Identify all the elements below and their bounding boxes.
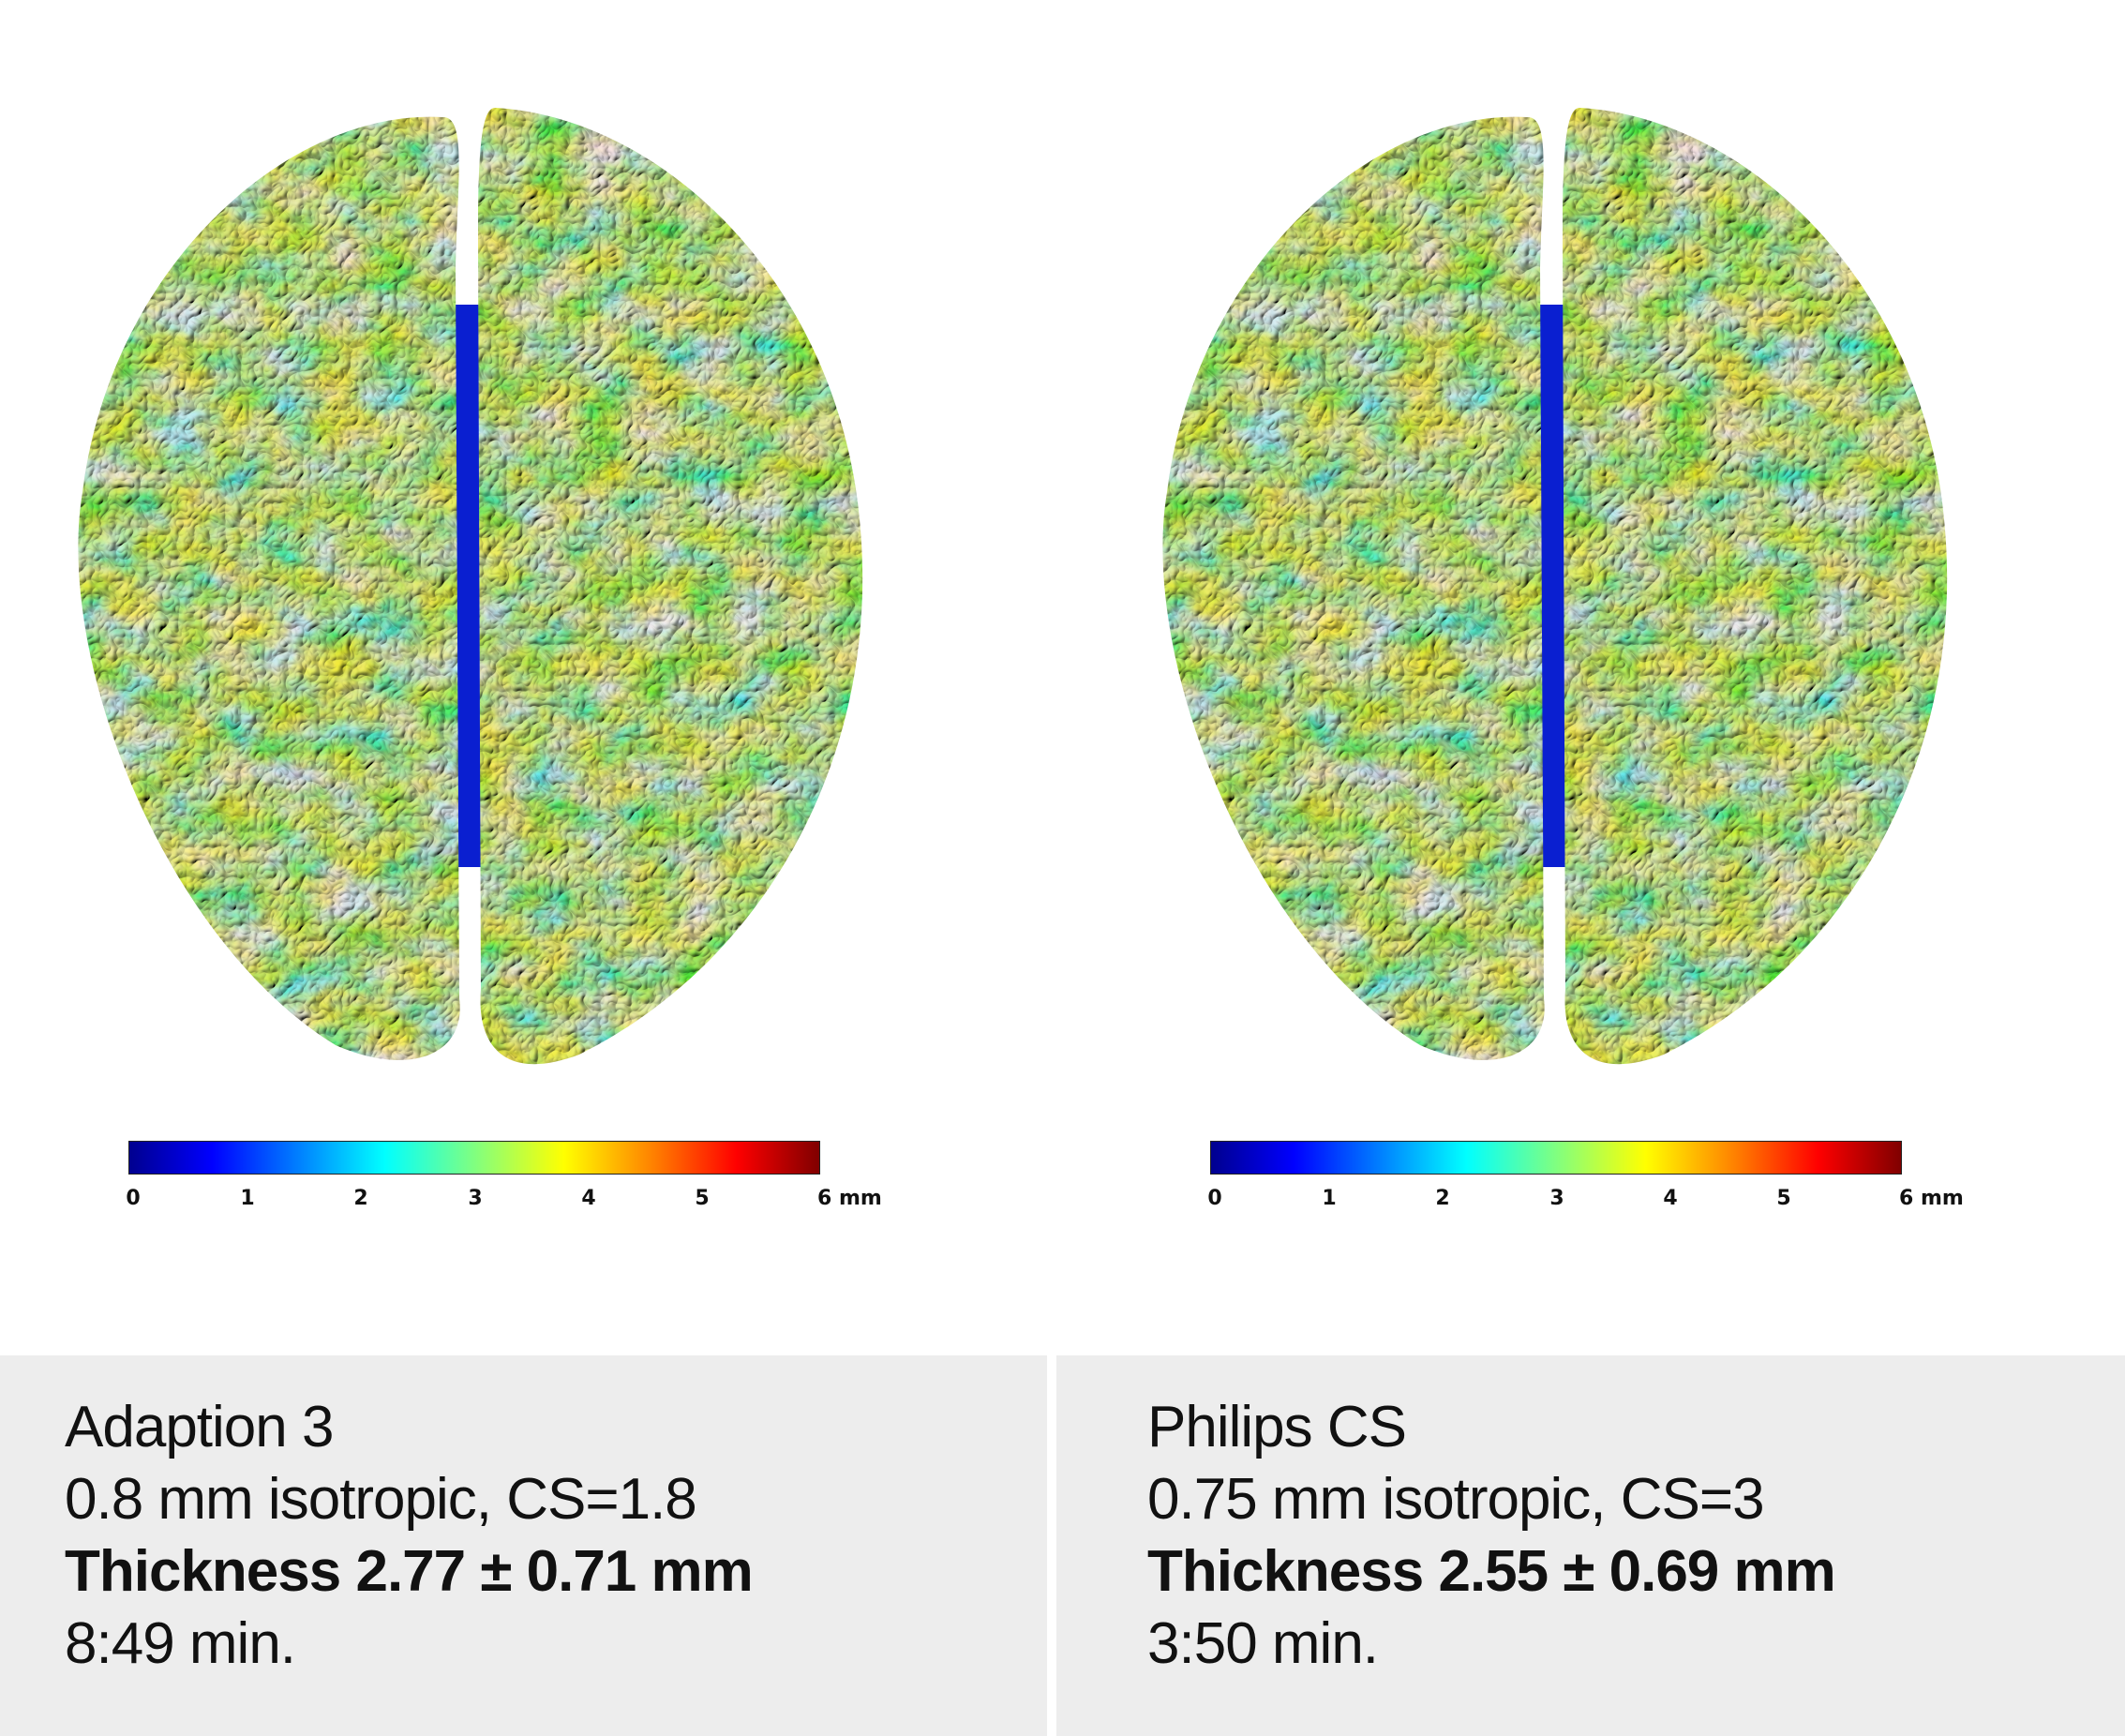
resolution: 0.8 mm isotropic, CS=1.8 [65,1467,697,1532]
brain-surface-right [1162,108,1948,1065]
tick-label: 5 [695,1187,710,1210]
left-hemisphere [78,116,460,1060]
tick-label: 2 [353,1187,368,1210]
colorbar-left [128,1141,820,1175]
tick-label: 4 [1663,1187,1678,1210]
scan-time: 3:50 min. [1147,1611,1379,1676]
tick-label: 5 [1776,1187,1791,1210]
caption-panel-right: Philips CS 0.75 mm isotropic, CS=3 Thick… [1056,1355,2125,1736]
tick-label: 1 [1322,1187,1337,1210]
caption-panel-left: Adaption 3 0.8 mm isotropic, CS=1.8 Thic… [0,1355,1047,1736]
right-hemisphere [1563,108,1948,1065]
tick-label: 6 mm [1899,1187,1964,1210]
method-title: Adaption 3 [65,1395,334,1459]
thickness: Thickness 2.55 ± 0.69 mm [1147,1539,1836,1604]
tick-label: 1 [240,1187,255,1210]
scan-time: 8:49 min. [65,1611,296,1676]
tick-label: 3 [1549,1187,1564,1210]
tick-label: 0 [126,1187,141,1210]
colorbar-ticks-right: 0 1 2 3 4 5 6 mm [1207,1187,1963,1215]
right-hemisphere [478,108,863,1065]
tick-label: 6 mm [817,1187,882,1210]
thickness: Thickness 2.77 ± 0.71 mm [65,1539,754,1604]
brain-surface-left [78,108,863,1065]
tick-label: 0 [1207,1187,1222,1210]
method-title: Philips CS [1147,1395,1407,1459]
left-hemisphere [1162,116,1545,1060]
colorbar-ticks-left: 0 1 2 3 4 5 6 mm [126,1187,881,1215]
tick-label: 2 [1435,1187,1450,1210]
tick-label: 3 [468,1187,483,1210]
tick-label: 4 [581,1187,596,1210]
colorbar-right [1210,1141,1902,1175]
resolution: 0.75 mm isotropic, CS=3 [1147,1467,1765,1532]
